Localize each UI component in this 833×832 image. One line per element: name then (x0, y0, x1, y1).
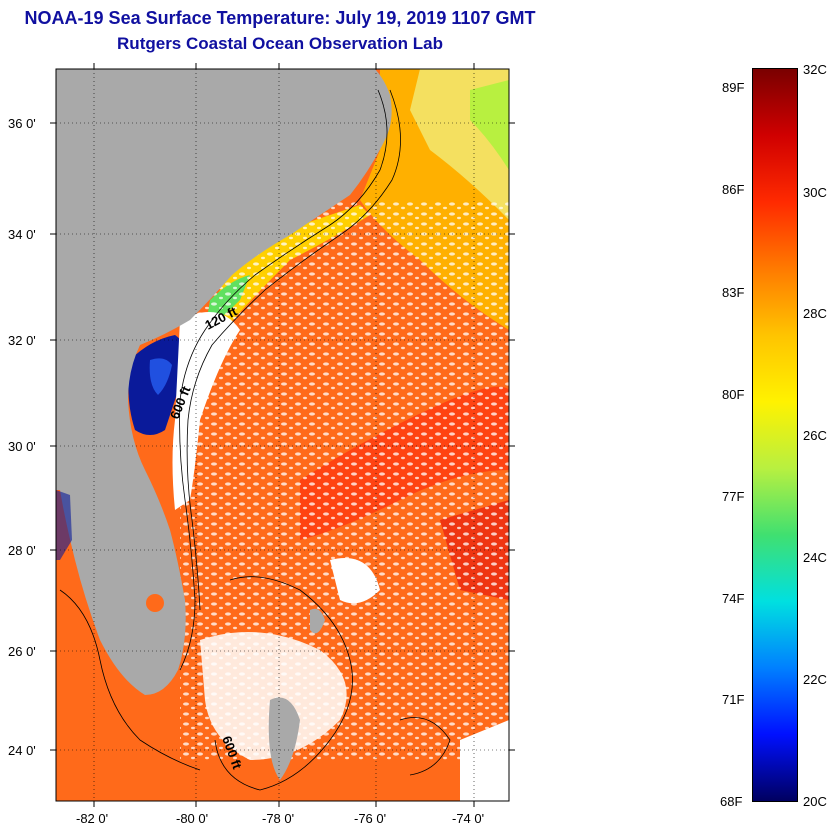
lon-label-78: -78 0' (262, 811, 294, 826)
isobath-contour (179, 89, 388, 671)
colorbar-f-74: 74F (722, 591, 745, 606)
colorbar-f-86: 86F (722, 182, 745, 197)
colorbar-f-89: 89F (722, 80, 745, 95)
colorbar-f-71: 71F (722, 692, 745, 707)
colorbar-c-30: 30C (803, 185, 827, 200)
land-mass (56, 69, 392, 695)
colorbar-c-24: 24C (803, 550, 827, 565)
colorbar-f-77: 77F (722, 489, 745, 504)
lon-label-74: -74 0' (452, 811, 484, 826)
axis-ticks (50, 63, 515, 807)
colorbar-c-32: 32C (803, 62, 827, 77)
lat-label-36: 36 0' (8, 116, 36, 131)
map-frame (55, 68, 510, 802)
colorbar-f-80: 80F (722, 387, 745, 402)
lon-label-76: -76 0' (354, 811, 386, 826)
bahamas-islands (268, 697, 300, 780)
lat-label-30: 30 0' (8, 439, 36, 454)
colorbar-c-26: 26C (803, 428, 827, 443)
lon-label-80: -80 0' (176, 811, 208, 826)
lat-label-28: 28 0' (8, 543, 36, 558)
colorbar-f-68: 68F (720, 794, 743, 809)
colorbar-c-20: 20C (803, 794, 827, 809)
lat-label-32: 32 0' (8, 333, 36, 348)
map-subtitle: Rutgers Coastal Ocean Observation Lab (117, 34, 443, 53)
lat-label-24: 24 0' (8, 743, 36, 758)
colorbar-c-22: 22C (803, 672, 827, 687)
lat-label-26: 26 0' (8, 644, 36, 659)
temperature-colorbar (752, 68, 798, 802)
lon-label-82: -82 0' (76, 811, 108, 826)
colorbar-f-83: 83F (722, 285, 745, 300)
map-title: NOAA-19 Sea Surface Temperature: July 19… (24, 8, 536, 28)
colorbar-c-28: 28C (803, 306, 827, 321)
lat-label-34: 34 0' (8, 227, 36, 242)
